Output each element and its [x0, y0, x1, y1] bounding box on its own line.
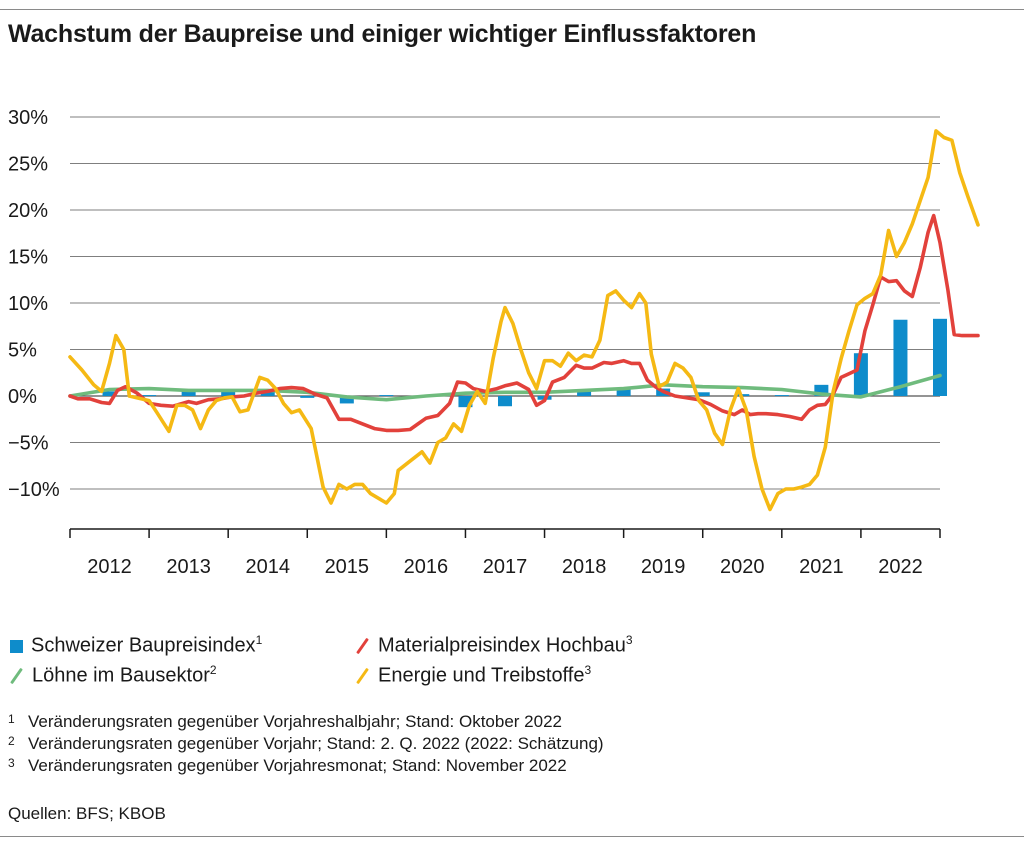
x-tick-label: 2018 [562, 556, 607, 578]
legend-sup: 1 [255, 633, 263, 647]
legend-label: Löhne im Bausektor [32, 664, 210, 687]
y-tick-label: 15% [8, 247, 48, 269]
bar-square-icon [10, 639, 23, 653]
legend-item-materialpreisindex: Materialpreisindex Hochbau3 [356, 633, 633, 658]
legend-sup: 3 [584, 663, 592, 677]
y-tick-label: 20% [8, 200, 48, 222]
bar [102, 391, 117, 396]
footnote-3: 3 Veränderungsraten gegenüber Vorjahresmo… [8, 756, 567, 776]
y-tick-label: 0% [8, 386, 37, 408]
x-tick-label: 2020 [720, 556, 765, 578]
line-series [68, 129, 980, 512]
legend-sup: 3 [625, 633, 633, 647]
bar [339, 396, 354, 404]
slash-line-icon [10, 668, 24, 684]
gridlines [70, 116, 940, 490]
bar [577, 390, 592, 396]
source-note: Quellen: BFS; KBOB [8, 804, 166, 823]
chart-title: Wachstum der Baupreise und einiger wicht… [8, 20, 757, 48]
y-tick-label: 10% [8, 293, 48, 315]
bar [774, 395, 789, 397]
bar [814, 384, 829, 396]
y-tick-label: 25% [8, 154, 48, 176]
legend-sup: 2 [209, 663, 217, 677]
y-tick-label: −10% [8, 479, 60, 501]
bar [498, 396, 512, 407]
bar [300, 396, 315, 398]
footnote-number: 2 [8, 734, 15, 748]
slash-line-icon [356, 638, 370, 654]
x-axis [69, 528, 941, 538]
y-tick-label: 30% [8, 107, 48, 129]
x-tick-label: 2015 [325, 556, 370, 578]
chart-svg: 30%25%20%15%10%5%0%−5%−10% 2012 2013 2014 2… [8, 107, 980, 578]
footnote-number: 3 [8, 756, 15, 770]
x-axis-labels: 2012 2013 2014 2015 2016 2017 2018 2019 2020 2021… [87, 556, 922, 578]
x-tick-label: 2019 [641, 556, 686, 578]
bar [181, 391, 196, 396]
bar [933, 318, 947, 396]
footnote-text: Veränderungsraten gegenüber Vorjahr; Sta… [28, 734, 604, 753]
legend-item-loehne: Löhne im Bausektor2 [10, 663, 217, 688]
y-axis-labels: 30% 25% 20% 15% 10% 5% 0% −5% −10% [8, 107, 60, 501]
footnote-text: Veränderungsraten gegenüber Vorjahreshal… [28, 712, 562, 731]
bar [142, 395, 157, 397]
bar [379, 395, 394, 397]
footnote-number: 1 [8, 712, 15, 726]
series-line [68, 213, 980, 433]
series-line [68, 373, 942, 402]
x-tick-label: 2016 [404, 556, 449, 578]
x-tick-label: 2012 [87, 556, 132, 578]
x-tick-label: 2014 [245, 556, 290, 578]
top-rule [0, 9, 1024, 10]
legend-item-energie: Energie und Treibstoffe3 [356, 663, 591, 688]
bar [893, 319, 908, 396]
footnote-text: Veränderungsraten gegenüber Vorjahresmon… [28, 756, 567, 775]
x-tick-label: 2022 [878, 556, 923, 578]
legend-label: Schweizer Baupreisindex [31, 634, 256, 657]
footnote-2: 2 Veränderungsraten gegenüber Vorjahr; St… [8, 734, 604, 754]
series-line [68, 129, 980, 512]
bottom-rule [0, 836, 1024, 837]
bar [695, 392, 710, 396]
x-tick-label: 2021 [799, 556, 844, 578]
y-tick-label: −5% [8, 433, 49, 455]
bar [458, 396, 473, 408]
bar [616, 388, 631, 396]
legend-label: Materialpreisindex Hochbau [378, 634, 626, 657]
legend-label: Energie und Treibstoffe [378, 664, 585, 687]
footnote-1: 1 Veränderungsraten gegenüber Vorjahresha… [8, 712, 562, 732]
y-tick-label: 5% [8, 340, 37, 362]
x-tick-label: 2013 [166, 556, 211, 578]
bar [221, 390, 236, 396]
legend-item-baupreisindex: Schweizer Baupreisindex1 [10, 633, 262, 658]
x-tick-label: 2017 [483, 556, 528, 578]
slash-line-icon [356, 668, 370, 684]
